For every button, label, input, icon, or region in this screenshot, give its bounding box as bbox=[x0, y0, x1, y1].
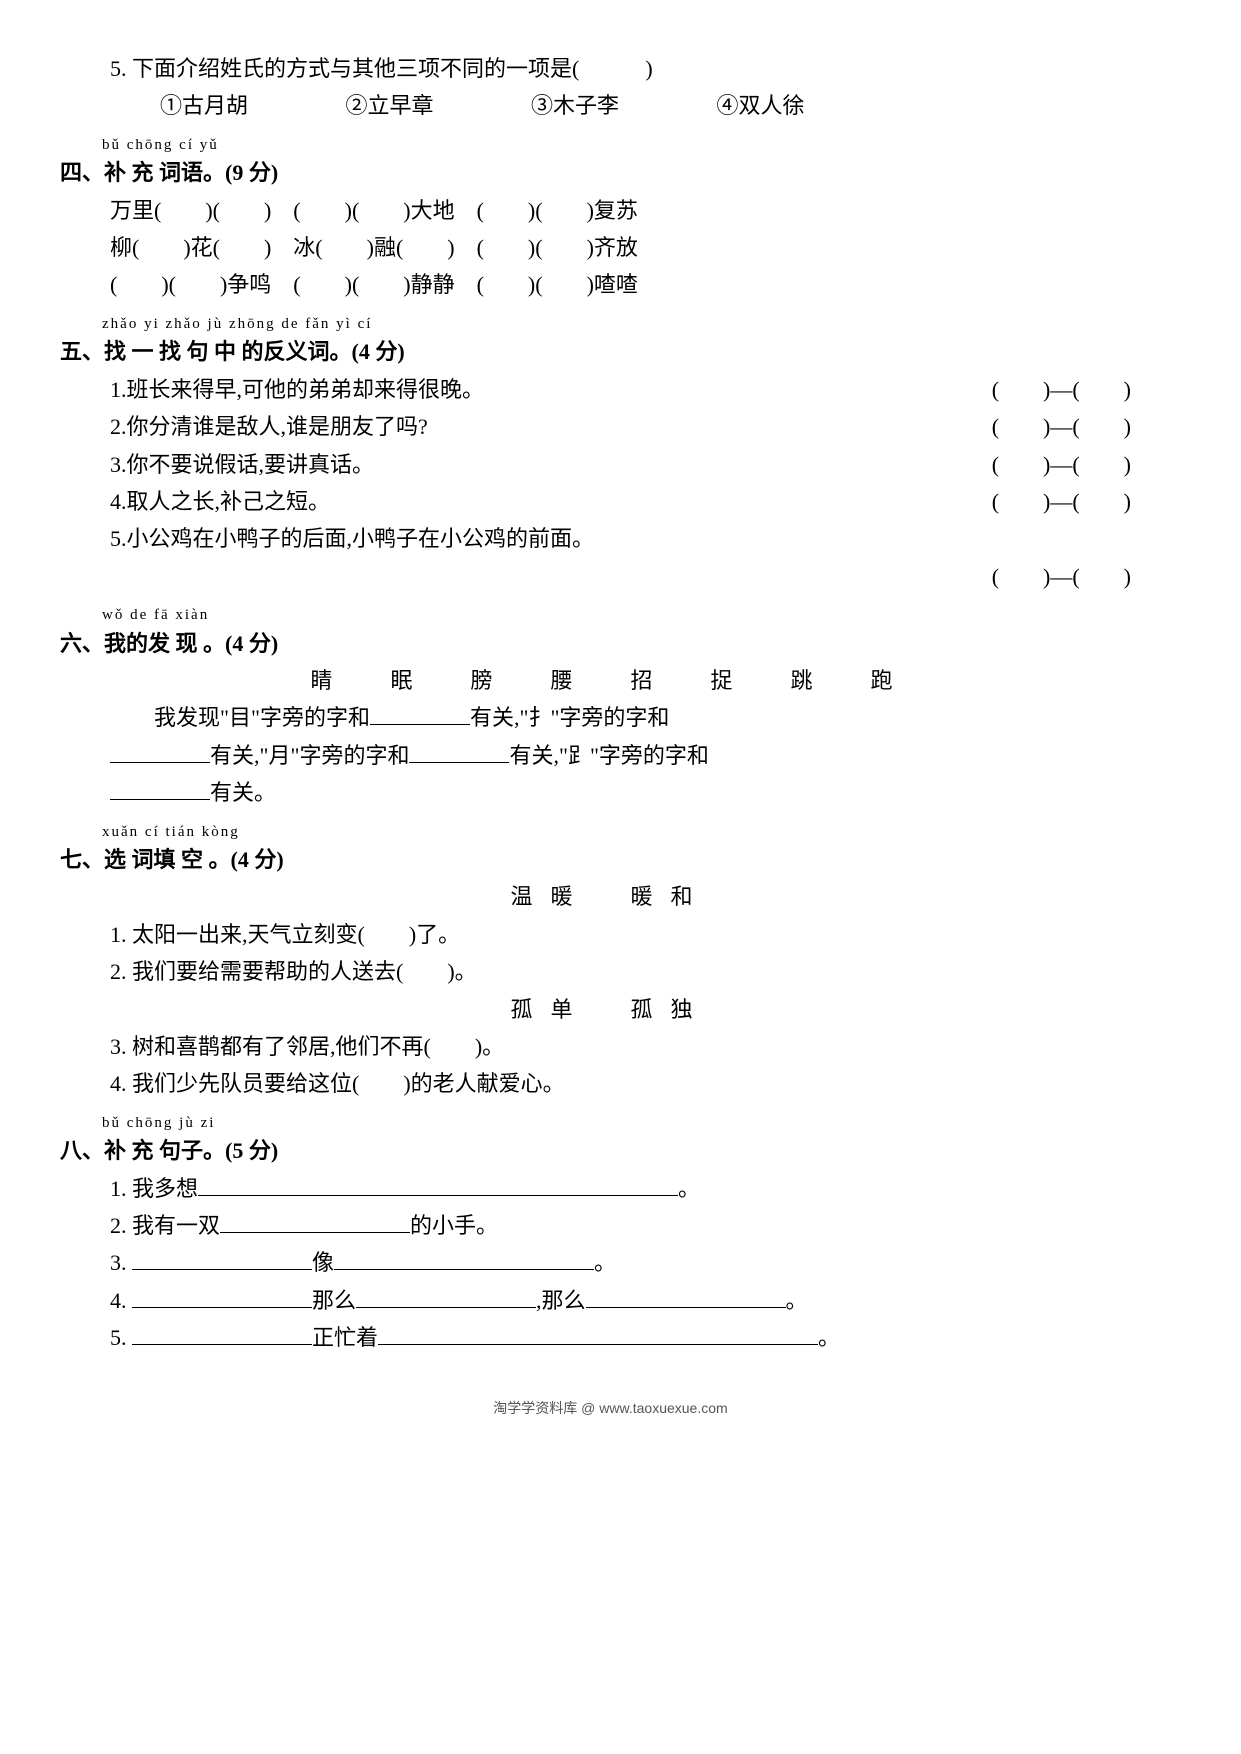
s4-line3: ( )( )争鸣 ( )( )静静 ( )( )喳喳 bbox=[60, 266, 1161, 303]
s5-item2: 2.你分清谁是敌人,谁是朋友了吗? ( )—( ) bbox=[60, 408, 1161, 445]
s6-chars: 睛 眠 膀 腰 招 捉 跳 跑 bbox=[60, 662, 1161, 699]
s8-q1: 1. 我多想。 bbox=[60, 1170, 1161, 1207]
section-4-title: 四、补 充 词语。(9 分) bbox=[60, 160, 278, 185]
s8-q3b: 像 bbox=[312, 1250, 334, 1275]
section-8-heading: bǔ chōng jù zi 八、补 充 句子。(5 分) bbox=[60, 1111, 1161, 1170]
blank[interactable] bbox=[132, 1283, 312, 1308]
s5-1-text: 班长来得早,可他的弟弟却来得很晚。 bbox=[127, 377, 485, 402]
s8-q5b: 正忙着 bbox=[312, 1325, 378, 1350]
q3-5-text: 下面介绍姓氏的方式与其他三项不同的一项是( ) bbox=[132, 56, 653, 81]
s7-pair2: 孤单 孤独 bbox=[60, 991, 1161, 1028]
blank[interactable] bbox=[198, 1170, 678, 1195]
s6-b1b: 有关,"扌"字旁的字和 bbox=[470, 705, 669, 730]
blank[interactable] bbox=[110, 775, 210, 800]
section-7-heading: xuǎn cí tián kòng 七、选 词填 空 。(4 分) bbox=[60, 820, 1161, 879]
blank[interactable] bbox=[110, 738, 210, 763]
s8-q3a: 3. bbox=[110, 1250, 132, 1275]
q3-5-opt4: ④双人徐 bbox=[717, 87, 897, 124]
blank[interactable] bbox=[586, 1283, 786, 1308]
blank[interactable] bbox=[132, 1320, 312, 1345]
section-5-heading: zhǎo yi zhǎo jù zhōng de fǎn yì cí 五、找 一… bbox=[60, 312, 1161, 371]
s8-q4: 4. 那么,那么。 bbox=[60, 1282, 1161, 1319]
s5-1-num: 1. bbox=[110, 377, 127, 402]
blank[interactable] bbox=[132, 1245, 312, 1270]
s8-q5a: 5. bbox=[110, 1325, 132, 1350]
blank[interactable] bbox=[370, 700, 470, 725]
section-4-heading: bǔ chōng cí yǔ 四、补 充 词语。(9 分) bbox=[60, 133, 1161, 192]
s5-item5-line1: 5.小公鸡在小鸭子的后面,小鸭子在小公鸡的前面。 bbox=[60, 520, 1161, 557]
s8-q2: 2. 我有一双 的小手。 bbox=[60, 1207, 1161, 1244]
s7-pair1: 温暖 暖和 bbox=[60, 878, 1161, 915]
s6-b2a: 有关,"月"字旁的字和 bbox=[210, 743, 409, 768]
s8-q3: 3. 像。 bbox=[60, 1244, 1161, 1281]
s6-b3: 有关。 bbox=[210, 780, 276, 805]
s8-q4c: ,那么 bbox=[536, 1288, 586, 1313]
s6-b2b: 有关,"⻊"字旁的字和 bbox=[509, 743, 708, 768]
s7-q1: 1. 太阳一出来,天气立刻变( )了。 bbox=[60, 916, 1161, 953]
s5-2-ans: ( )—( ) bbox=[992, 408, 1161, 445]
blank[interactable] bbox=[356, 1283, 536, 1308]
q3-5-opt1: ①古月胡 bbox=[160, 87, 340, 124]
s8-q2b: 的小手。 bbox=[410, 1213, 498, 1238]
q3-5-opt2: ②立早章 bbox=[346, 87, 526, 124]
s5-5-text: 小公鸡在小鸭子的后面,小鸭子在小公鸡的前面。 bbox=[127, 526, 595, 551]
section-6-title: 六、我的发 现 。(4 分) bbox=[60, 631, 278, 656]
s5-3-ans: ( )—( ) bbox=[992, 446, 1161, 483]
blank[interactable] bbox=[409, 738, 509, 763]
section-6-pinyin: wǒ de fā xiàn bbox=[60, 603, 1161, 629]
s5-1-ans: ( )—( ) bbox=[992, 371, 1161, 408]
s4-line1: 万里( )( ) ( )( )大地 ( )( )复苏 bbox=[60, 192, 1161, 229]
section-6-heading: wǒ de fā xiàn 六、我的发 现 。(4 分) bbox=[60, 603, 1161, 662]
s7-q2: 2. 我们要给需要帮助的人送去( )。 bbox=[60, 953, 1161, 990]
page-footer: 淘学学资料库 @ www.taoxuexue.com bbox=[60, 1397, 1161, 1421]
section-7-pinyin: xuǎn cí tián kòng bbox=[60, 820, 1161, 846]
s8-q4b: 那么 bbox=[312, 1288, 356, 1313]
s6-b1a: 我发现"目"字旁的字和 bbox=[110, 705, 370, 730]
blank[interactable] bbox=[334, 1245, 594, 1270]
s5-4-num: 4. bbox=[110, 489, 127, 514]
s5-item4: 4.取人之长,补己之短。 ( )—( ) bbox=[60, 483, 1161, 520]
s5-4-ans: ( )—( ) bbox=[992, 483, 1161, 520]
section-7-title: 七、选 词填 空 。(4 分) bbox=[60, 847, 284, 872]
s4-line2: 柳( )花( ) 冰( )融( ) ( )( )齐放 bbox=[60, 229, 1161, 266]
section-8-title: 八、补 充 句子。(5 分) bbox=[60, 1138, 278, 1163]
s5-4-text: 取人之长,补己之短。 bbox=[127, 489, 331, 514]
s5-5-ans: ( )—( ) bbox=[992, 558, 1161, 595]
s5-item5-line2: ( )—( ) bbox=[60, 558, 1161, 595]
section-5-title: 五、找 一 找 句 中 的反义词。(4 分) bbox=[60, 339, 405, 364]
s5-5-num: 5. bbox=[110, 526, 127, 551]
s5-2-text: 你分清谁是敌人,谁是朋友了吗? bbox=[127, 414, 428, 439]
s8-q1a: 1. 我多想 bbox=[110, 1176, 198, 1201]
section-5-pinyin: zhǎo yi zhǎo jù zhōng de fǎn yì cí bbox=[60, 312, 1161, 338]
section-4-pinyin: bǔ chōng cí yǔ bbox=[60, 133, 1161, 159]
s5-3-num: 3. bbox=[110, 452, 127, 477]
s8-q5: 5. 正忙着。 bbox=[60, 1319, 1161, 1356]
s5-item1: 1.班长来得早,可他的弟弟却来得很晚。 ( )—( ) bbox=[60, 371, 1161, 408]
q3-5-opt3: ③木子李 bbox=[531, 87, 711, 124]
q3-5-num: 5. bbox=[110, 56, 127, 81]
s5-3-text: 你不要说假话,要讲真话。 bbox=[127, 452, 375, 477]
s7-q3: 3. 树和喜鹊都有了邻居,他们不再( )。 bbox=[60, 1028, 1161, 1065]
s5-item3: 3.你不要说假话,要讲真话。 ( )—( ) bbox=[60, 446, 1161, 483]
s6-body: 我发现"目"字旁的字和 有关,"扌"字旁的字和 有关,"月"字旁的字和 有关,"⻊"… bbox=[60, 699, 1161, 811]
s7-q4: 4. 我们少先队员要给这位( )的老人献爱心。 bbox=[60, 1065, 1161, 1102]
q3-5-options: ①古月胡 ②立早章 ③木子李 ④双人徐 bbox=[60, 87, 1161, 124]
s5-2-num: 2. bbox=[110, 414, 127, 439]
s8-q2a: 2. 我有一双 bbox=[110, 1213, 220, 1238]
blank[interactable] bbox=[378, 1320, 818, 1345]
s8-q4a: 4. bbox=[110, 1288, 132, 1313]
blank[interactable] bbox=[220, 1208, 410, 1233]
q3-5-line: 5. 下面介绍姓氏的方式与其他三项不同的一项是( ) bbox=[60, 50, 1161, 87]
section-8-pinyin: bǔ chōng jù zi bbox=[60, 1111, 1161, 1137]
